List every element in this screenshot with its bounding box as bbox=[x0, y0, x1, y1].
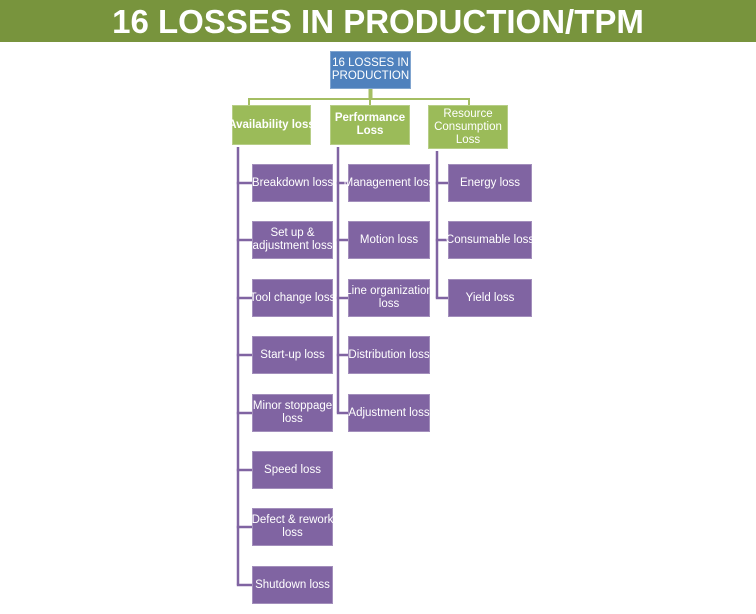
leaf-node-distribution-loss: Distribution loss bbox=[348, 336, 430, 374]
leaf-label: Set up & adjustment loss bbox=[252, 227, 333, 252]
leaf-label: Adjustment loss bbox=[348, 406, 430, 419]
leaf-label: Shutdown loss bbox=[255, 578, 330, 591]
title-banner: 16 LOSSES IN PRODUCTION/TPM bbox=[0, 0, 756, 42]
leaf-node-start-up-loss: Start-up loss bbox=[252, 336, 333, 374]
root-node-label: 16 LOSSES IN PRODUCTION bbox=[331, 57, 410, 82]
leaf-label: Energy loss bbox=[459, 176, 521, 189]
leaf-node-tool-change-loss: Tool change loss bbox=[250, 279, 335, 317]
leaf-node-line-organization-loss: Line organization loss bbox=[345, 279, 433, 317]
leaf-label: Line organization loss bbox=[345, 285, 433, 310]
leaf-node-defect-rework-loss: Defect & rework loss bbox=[252, 508, 333, 546]
leaf-node-minor-stoppage-loss: Minor stoppage loss bbox=[252, 394, 333, 432]
leaf-node-motion-loss: Motion loss bbox=[348, 221, 430, 259]
leaf-node-speed-loss: Speed loss bbox=[252, 451, 333, 489]
leaf-node-adjustment-loss: Adjustment loss bbox=[348, 394, 430, 432]
category-label: Resource Consumption Loss bbox=[434, 107, 502, 146]
leaf-label: Yield loss bbox=[465, 291, 515, 304]
leaf-label: Motion loss bbox=[359, 233, 419, 246]
category-node-availability-loss: Availability loss bbox=[228, 105, 315, 145]
leaf-label: Breakdown loss bbox=[251, 176, 334, 189]
leaf-node-shutdown-loss: Shutdown loss bbox=[252, 566, 333, 604]
leaf-node-energy-loss: Energy loss bbox=[448, 164, 532, 202]
leaf-node-breakdown-loss: Breakdown loss bbox=[252, 164, 333, 202]
leaf-node-set-up-adjustment-loss: Set up & adjustment loss bbox=[252, 221, 333, 259]
leaf-node-management-loss: Management loss bbox=[344, 164, 434, 202]
leaf-label: Consumable loss bbox=[445, 233, 535, 246]
page-title: 16 LOSSES IN PRODUCTION/TPM bbox=[112, 2, 644, 40]
category-node-performance-loss: Performance Loss bbox=[330, 105, 410, 145]
leaf-label: Speed loss bbox=[264, 463, 321, 476]
leaf-node-yield-loss: Yield loss bbox=[448, 279, 532, 317]
leaf-label: Tool change loss bbox=[249, 291, 336, 304]
root-node: 16 LOSSES IN PRODUCTION bbox=[330, 51, 411, 89]
leaf-label: Distribution loss bbox=[348, 348, 430, 361]
leaf-label: Management loss bbox=[343, 176, 435, 189]
category-label: Availability loss bbox=[228, 118, 315, 131]
category-label: Performance Loss bbox=[334, 112, 406, 137]
leaf-label: Start-up loss bbox=[260, 348, 325, 361]
leaf-label: Defect & rework loss bbox=[251, 514, 334, 539]
category-node-resource-consumption-loss: Resource Consumption Loss bbox=[428, 105, 508, 149]
leaf-label: Minor stoppage loss bbox=[252, 400, 333, 425]
leaf-node-consumable-loss: Consumable loss bbox=[446, 221, 534, 259]
